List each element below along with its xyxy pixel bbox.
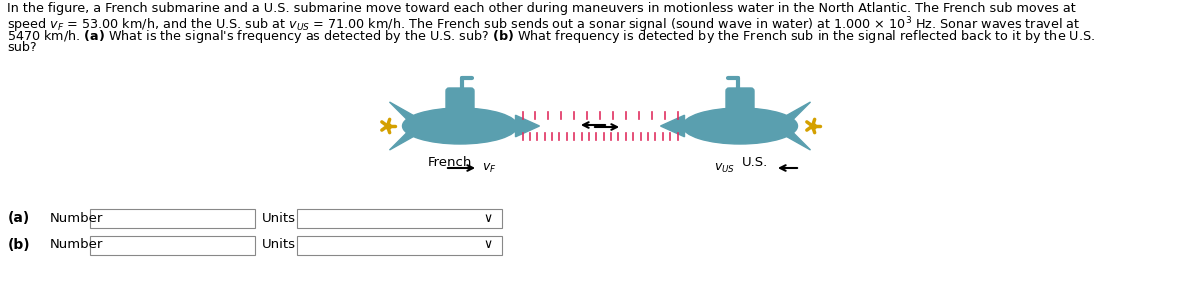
- Ellipse shape: [402, 108, 517, 144]
- Text: ∨: ∨: [484, 212, 492, 225]
- FancyBboxPatch shape: [90, 236, 256, 255]
- Polygon shape: [390, 102, 421, 120]
- FancyBboxPatch shape: [298, 208, 502, 227]
- FancyBboxPatch shape: [298, 236, 502, 255]
- Text: speed $v_F$ = 53.00 km/h, and the U.S. sub at $v_{US}$ = 71.00 km/h. The French : speed $v_F$ = 53.00 km/h, and the U.S. s…: [7, 15, 1080, 35]
- FancyBboxPatch shape: [90, 208, 256, 227]
- Text: French: French: [428, 156, 472, 169]
- Polygon shape: [779, 102, 810, 120]
- Text: 5470 km/h. $\mathbf{(a)}$ What is the signal's frequency as detected by the U.S.: 5470 km/h. $\mathbf{(a)}$ What is the si…: [7, 28, 1096, 45]
- FancyBboxPatch shape: [726, 88, 754, 114]
- Polygon shape: [660, 115, 684, 137]
- Text: U.S.: U.S.: [742, 156, 768, 169]
- Text: Number: Number: [50, 212, 103, 225]
- Text: Units: Units: [262, 238, 296, 251]
- Polygon shape: [779, 132, 810, 150]
- Text: Number: Number: [50, 238, 103, 251]
- Polygon shape: [390, 132, 421, 150]
- FancyBboxPatch shape: [446, 88, 474, 114]
- Text: (a): (a): [8, 211, 30, 225]
- Text: Units: Units: [262, 212, 296, 225]
- Text: $v_{US}$: $v_{US}$: [714, 162, 734, 175]
- Polygon shape: [516, 115, 540, 137]
- Text: ∨: ∨: [484, 238, 492, 251]
- Text: $v_F$: $v_F$: [482, 162, 497, 175]
- Ellipse shape: [683, 108, 798, 144]
- Text: (b): (b): [8, 238, 31, 252]
- Text: sub?: sub?: [7, 41, 37, 54]
- Text: In the figure, a French submarine and a U.S. submarine move toward each other du: In the figure, a French submarine and a …: [7, 2, 1075, 15]
